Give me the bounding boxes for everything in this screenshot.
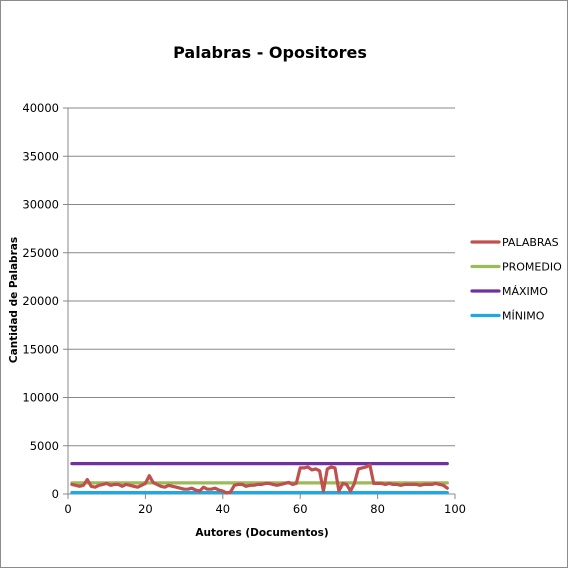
y-tick-label: 25000 (22, 246, 59, 260)
gridlines (68, 107, 455, 447)
series-lines (70, 462, 449, 495)
legend-label-maximo: MÁXIMO (502, 285, 548, 298)
x-tick-label: 100 (444, 502, 466, 516)
y-tick-label: 0 (52, 487, 59, 501)
y-tick-label: 10000 (22, 391, 59, 405)
legend: PALABRAS PROMEDIO MÁXIMO MÍNIMO (470, 236, 562, 323)
x-axis-title: Autores (Documentos) (195, 527, 328, 539)
y-tick-label: 15000 (22, 342, 59, 356)
y-axis-title: Cantidad de Palabras (8, 237, 20, 363)
x-tick-label: 80 (370, 502, 385, 516)
x-tick-label: 40 (215, 502, 230, 516)
y-tick-label: 30000 (22, 198, 59, 212)
legend-label-minimo: MÍNIMO (502, 310, 545, 323)
legend-label-promedio: PROMEDIO (502, 261, 562, 274)
x-tick-labels: 0 20 40 60 80 100 (64, 502, 466, 516)
x-tick-label: 20 (138, 502, 153, 516)
y-tick-labels: 0 5000 10000 15000 20000 25000 30000 35000 40000 (22, 101, 59, 501)
legend-label-palabras: PALABRAS (502, 236, 559, 249)
x-tick-label: 0 (64, 502, 71, 516)
chart-title: Palabras - Opositores (173, 43, 367, 62)
series-line-palabras (70, 463, 449, 495)
y-tick-label: 35000 (22, 149, 59, 163)
y-tick-label: 5000 (30, 439, 59, 453)
x-tick-label: 60 (293, 502, 308, 516)
axes (63, 107, 456, 499)
y-tick-label: 40000 (22, 101, 59, 115)
y-tick-label: 20000 (22, 294, 59, 308)
